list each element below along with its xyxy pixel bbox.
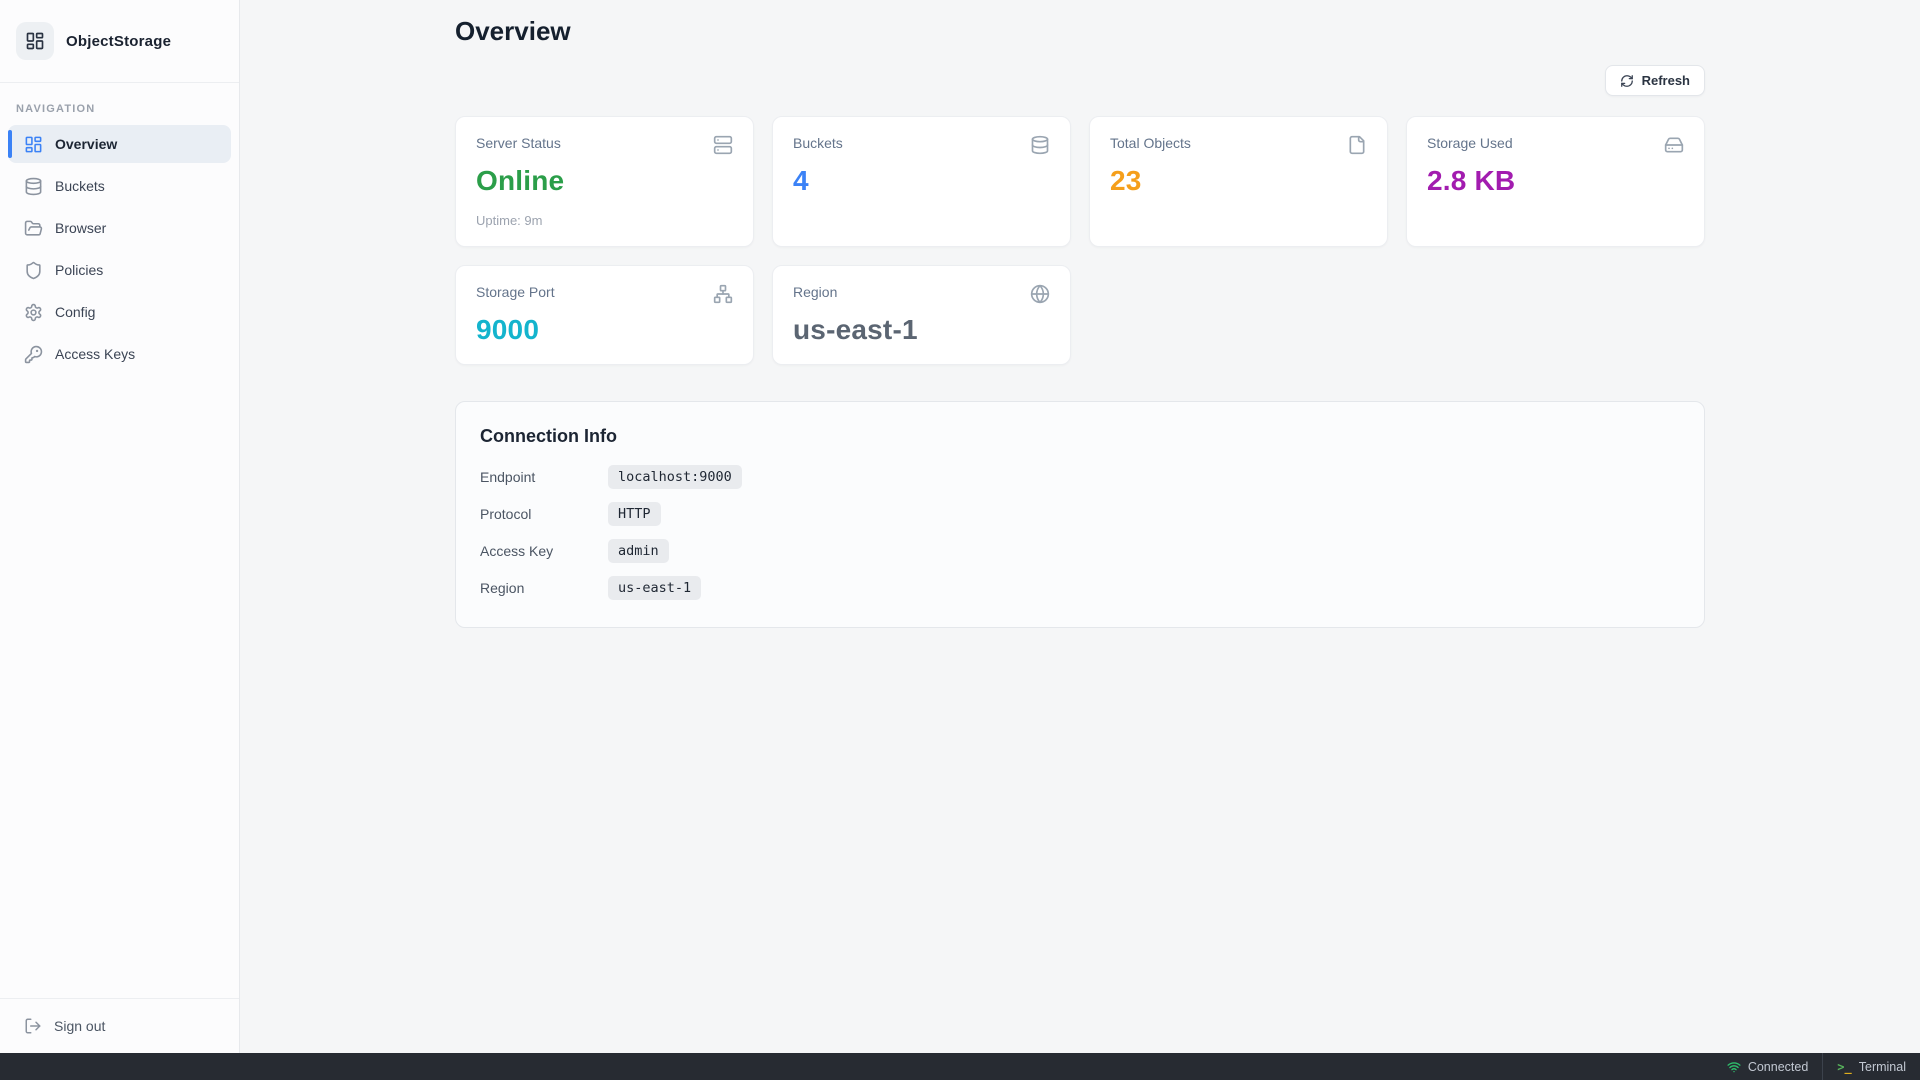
stats-grid: Server Status Online Uptime: 9m Buckets [455, 116, 1705, 365]
info-row-endpoint: Endpoint localhost:9000 [480, 465, 1680, 489]
terminal-icon: >_ [1837, 1059, 1852, 1074]
sidebar-spacer [0, 373, 239, 998]
connection-info-panel: Connection Info Endpoint localhost:9000 … [455, 401, 1705, 628]
connection-info-title: Connection Info [480, 426, 617, 446]
shield-icon [24, 261, 43, 280]
database-icon [1030, 135, 1050, 155]
sidebar-item-overview[interactable]: Overview [8, 125, 231, 163]
logout-icon [24, 1017, 42, 1035]
sidebar-item-buckets[interactable]: Buckets [8, 167, 231, 205]
sign-out-label: Sign out [54, 1018, 106, 1034]
sidebar-item-access-keys[interactable]: Access Keys [8, 335, 231, 373]
file-icon [1347, 135, 1367, 155]
toolbar: Refresh [455, 65, 1705, 96]
stat-card-total-objects: Total Objects 23 [1089, 116, 1388, 247]
connection-status-label: Connected [1747, 1059, 1809, 1074]
sidebar: ObjectStorage NAVIGATION Overview Bucket… [0, 0, 240, 1053]
sidebar-item-policies[interactable]: Policies [8, 251, 231, 289]
stat-card-storage-used: Storage Used 2.8 KB [1406, 116, 1705, 247]
sidebar-item-label: Policies [55, 262, 104, 278]
database-icon [24, 177, 43, 196]
info-value: HTTP [608, 502, 661, 526]
stat-value: 4 [793, 165, 809, 196]
info-value: admin [608, 539, 669, 563]
wifi-icon [1727, 1060, 1741, 1074]
sidebar-item-config[interactable]: Config [8, 293, 231, 331]
sign-out-button[interactable]: Sign out [0, 998, 239, 1053]
info-row-protocol: Protocol HTTP [480, 502, 1680, 526]
info-label: Protocol [480, 506, 532, 522]
stat-card-storage-port: Storage Port 9000 [455, 265, 754, 365]
page-title: Overview [455, 16, 571, 46]
status-bar: Connected >_ Terminal [0, 1053, 1920, 1080]
info-label: Access Key [480, 543, 554, 559]
dashboard-icon [24, 135, 43, 154]
terminal-label: Terminal [1858, 1059, 1906, 1074]
stat-label: Server Status [476, 135, 561, 151]
server-icon [713, 135, 733, 155]
app-window: ObjectStorage NAVIGATION Overview Bucket… [0, 0, 1920, 1053]
refresh-button[interactable]: Refresh [1604, 65, 1705, 96]
main-area: Overview Refresh Server Status [240, 0, 1920, 1053]
info-label: Region [480, 580, 525, 596]
refresh-icon [1620, 74, 1634, 88]
connection-status[interactable]: Connected [1713, 1053, 1822, 1080]
info-row-access-key: Access Key admin [480, 539, 1680, 563]
terminal-toggle[interactable]: >_ Terminal [1822, 1053, 1920, 1080]
stat-label: Total Objects [1110, 135, 1191, 151]
info-row-region: Region us-east-1 [480, 576, 1680, 600]
harddrive-icon [1664, 135, 1684, 155]
stat-label: Buckets [793, 135, 843, 151]
key-icon [24, 345, 43, 364]
sidebar-item-label: Browser [55, 220, 107, 236]
app-title: ObjectStorage [66, 32, 172, 50]
stat-label: Storage Port [476, 284, 555, 300]
info-value: us-east-1 [608, 576, 702, 600]
info-value: localhost:9000 [608, 465, 742, 489]
sidebar-item-browser[interactable]: Browser [8, 209, 231, 247]
sidebar-item-label: Overview [55, 136, 118, 152]
stat-value: Online [476, 165, 565, 196]
sidebar-header: ObjectStorage [0, 0, 239, 83]
gear-icon [24, 303, 43, 322]
sidebar-item-label: Buckets [55, 178, 105, 194]
app-logo [16, 22, 54, 60]
network-icon [713, 284, 733, 304]
sidebar-item-label: Access Keys [55, 346, 136, 362]
grid-logo-icon [25, 31, 45, 51]
stat-label: Storage Used [1427, 135, 1513, 151]
stat-value: us-east-1 [793, 314, 918, 345]
nav-section-label: NAVIGATION [16, 103, 96, 115]
stat-value: 23 [1110, 165, 1142, 196]
stat-value: 2.8 KB [1427, 165, 1516, 196]
info-label: Endpoint [480, 469, 536, 485]
folder-icon [24, 219, 43, 238]
stat-card-server-status: Server Status Online Uptime: 9m [455, 116, 754, 247]
globe-icon [1030, 284, 1050, 304]
sidebar-nav: Overview Buckets Browser Policies [0, 125, 239, 373]
stat-subtext: Uptime: 9m [476, 213, 543, 228]
stat-label: Region [793, 284, 838, 300]
stat-value: 9000 [476, 314, 540, 345]
refresh-label: Refresh [1641, 73, 1690, 88]
sidebar-item-label: Config [55, 304, 96, 320]
stat-card-buckets: Buckets 4 [772, 116, 1071, 247]
stat-card-region: Region us-east-1 [772, 265, 1071, 365]
